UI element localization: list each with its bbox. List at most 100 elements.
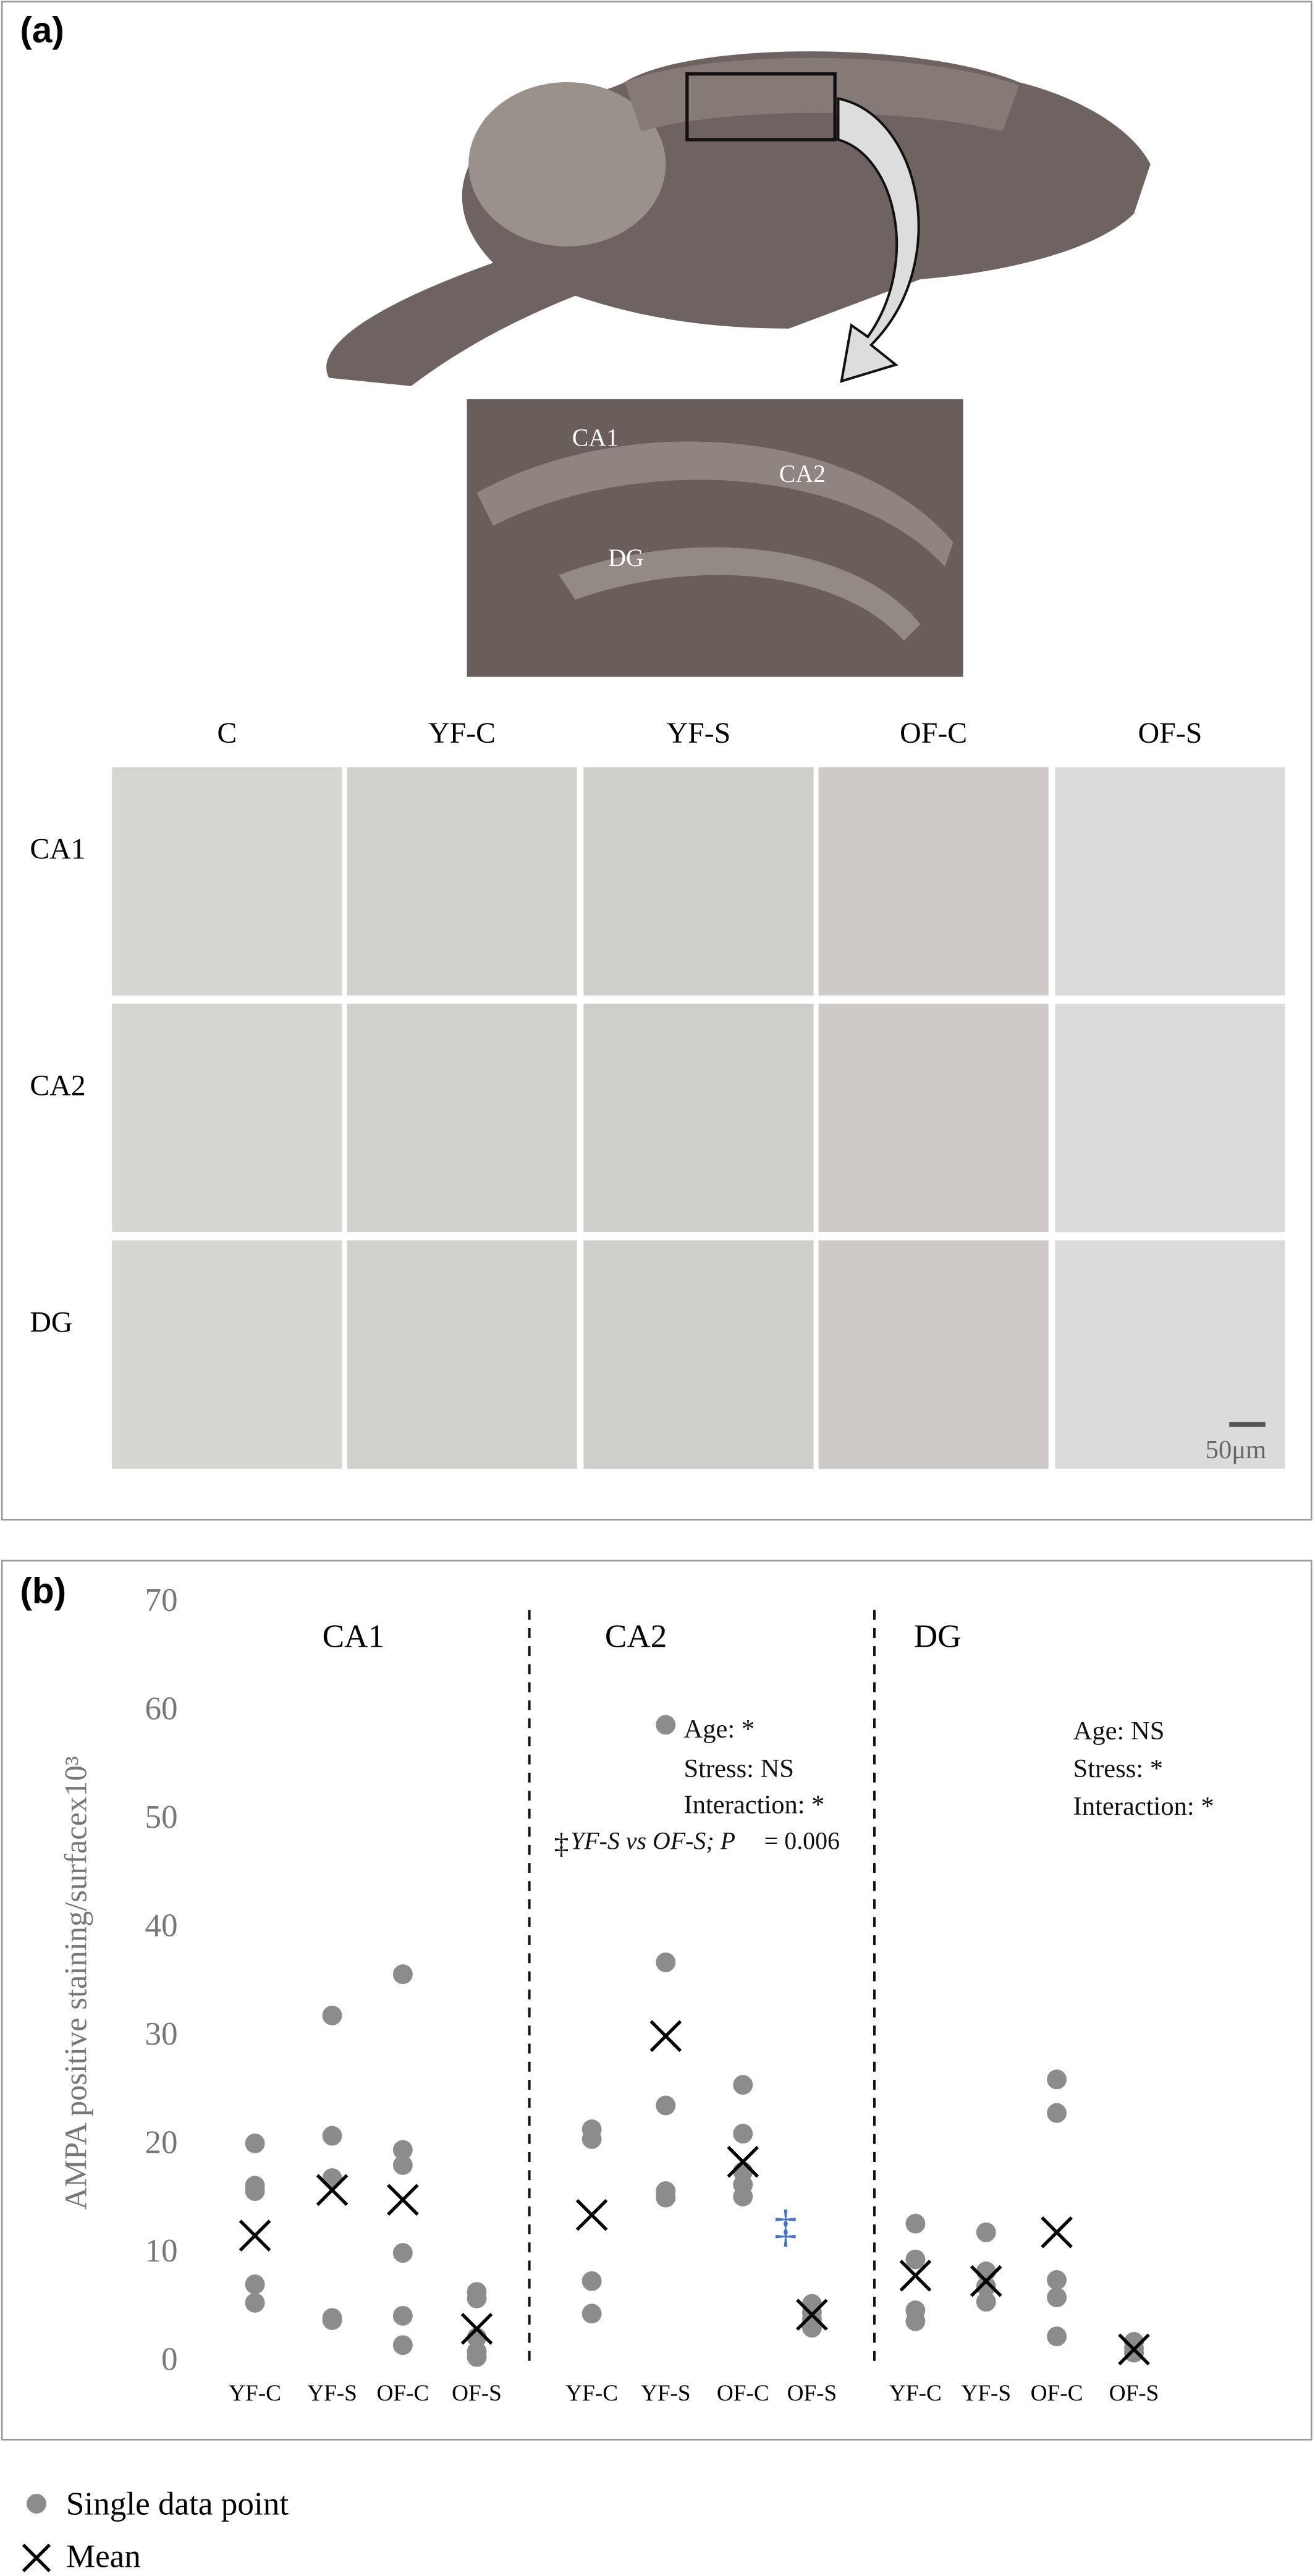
- x-tick-label: YF-S: [641, 2381, 691, 2406]
- data-point: [656, 2187, 676, 2208]
- data-point: [245, 2274, 265, 2294]
- data-point: [392, 1964, 413, 1985]
- y-tick-label: 50: [145, 1799, 177, 1835]
- data-point: [905, 2213, 926, 2234]
- data-point: [733, 2186, 753, 2206]
- data-point: [322, 2310, 342, 2330]
- column-header: OF-C: [900, 717, 967, 750]
- hippocampus-inset: [467, 399, 963, 677]
- y-tick-label: 30: [145, 2016, 177, 2052]
- x-tick-label: YF-S: [307, 2381, 357, 2406]
- data-point: [1047, 2326, 1067, 2347]
- data-point: [976, 2276, 996, 2297]
- micrograph: [112, 1003, 342, 1233]
- data-point: [733, 2075, 753, 2095]
- panel-label: (a): [20, 11, 64, 51]
- data-point: [656, 1952, 676, 1972]
- mean-marker: [387, 2184, 419, 2216]
- mean-marker: [1118, 2333, 1150, 2366]
- data-point: [392, 2305, 413, 2326]
- data-point: [392, 2140, 413, 2160]
- inset-label: CA1: [572, 424, 619, 452]
- x-tick-label: OF-S: [452, 2381, 502, 2406]
- x-tick-label: OF-C: [717, 2381, 769, 2406]
- inset-band: [559, 547, 921, 641]
- data-point: [801, 2318, 822, 2338]
- data-point: [245, 2181, 265, 2202]
- scale-bar-label: 50μm: [1206, 1435, 1266, 1464]
- data-point: [733, 2124, 753, 2144]
- data-point: [976, 2222, 996, 2242]
- data-point: [905, 2311, 926, 2331]
- column-header: C: [217, 717, 237, 750]
- data-point: [245, 2133, 265, 2153]
- micrograph: [1055, 1003, 1285, 1233]
- y-axis-label: AMPA positive staining/surfacex10³: [59, 1756, 93, 2210]
- data-point: [1047, 2270, 1067, 2290]
- mean-marker: [727, 2145, 759, 2178]
- row-label: DG: [30, 1306, 72, 1338]
- annotation: Interaction: *: [684, 1790, 825, 1819]
- mean-marker: [575, 2198, 608, 2231]
- mean-marker: [899, 2260, 932, 2292]
- inset-label: DG: [608, 544, 644, 572]
- data-point: [1124, 2342, 1144, 2363]
- micrograph: [112, 767, 342, 996]
- micrograph: [818, 767, 1049, 996]
- data-point: [1047, 2069, 1067, 2090]
- y-tick-label: 0: [161, 2341, 178, 2378]
- data-point: [467, 2288, 487, 2308]
- data-point: [322, 2005, 342, 2025]
- data-point: [656, 1715, 676, 1735]
- y-tick-label: 70: [145, 1582, 177, 1618]
- data-point: [656, 2095, 676, 2116]
- micrograph-grid: [112, 767, 1285, 1469]
- column-header: OF-S: [1138, 717, 1203, 750]
- annotation: YF-S vs OF-S; P: [570, 1826, 735, 1854]
- mean-marker: [460, 2313, 493, 2345]
- annotation: Stress: *: [1073, 1754, 1163, 1783]
- micrograph: [347, 1003, 577, 1233]
- group-label: DG: [914, 1618, 962, 1655]
- micrograph: [347, 1240, 577, 1469]
- row-label: CA1: [30, 833, 85, 866]
- x-tick-label: OF-S: [1109, 2381, 1159, 2406]
- mean-marker: [1041, 2216, 1073, 2249]
- data-point: [322, 2126, 342, 2146]
- x-tick-label: YF-C: [889, 2381, 942, 2406]
- legend-mean: [22, 2543, 51, 2572]
- data-point: [905, 2249, 926, 2270]
- micrograph: [583, 767, 814, 996]
- micrograph: [818, 1240, 1049, 1469]
- mean-marker: [649, 2020, 682, 2052]
- micrograph: [583, 1240, 814, 1469]
- data-point: [392, 2155, 413, 2175]
- micrograph: [1055, 1240, 1285, 1469]
- x-tick-label: YF-C: [229, 2381, 281, 2406]
- data-point: [467, 2347, 487, 2367]
- micrograph: [112, 1240, 342, 1469]
- legend-label: Single data point: [66, 2486, 289, 2522]
- data-point: [976, 2292, 996, 2312]
- mean-marker: [239, 2219, 271, 2252]
- legend-label: Mean: [66, 2538, 141, 2575]
- data-point: [1047, 2287, 1067, 2308]
- x-tick-label: YF-S: [961, 2381, 1011, 2406]
- legend-point: [27, 2494, 46, 2514]
- data-point: [392, 2335, 413, 2355]
- annotation: = 0.006: [764, 1826, 840, 1854]
- column-header: YF-S: [667, 717, 731, 750]
- panel-b-frame: [1, 1560, 1313, 2441]
- data-point: [1047, 2103, 1067, 2123]
- data-point: [581, 2271, 602, 2291]
- micrograph: [818, 1003, 1049, 1233]
- y-tick-label: 10: [145, 2232, 177, 2269]
- panel-label: (b): [20, 1571, 66, 1611]
- micrograph: [347, 767, 577, 996]
- annotation: ‡: [554, 1827, 569, 1860]
- data-point: [581, 2129, 602, 2149]
- inset-band: [476, 441, 953, 567]
- annotation: Stress: NS: [684, 1754, 794, 1783]
